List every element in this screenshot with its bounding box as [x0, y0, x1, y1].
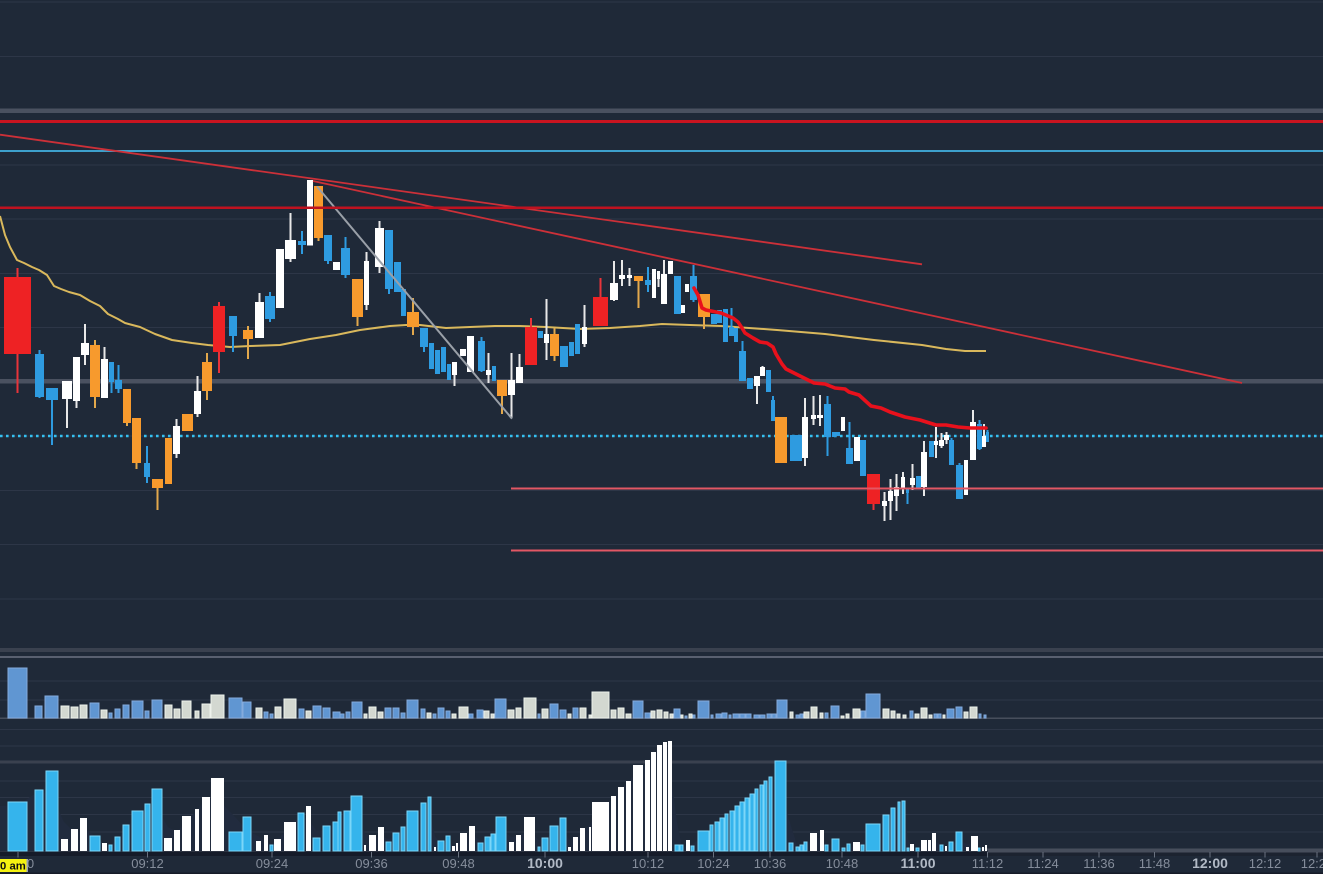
svg-text:11:00: 11:00: [900, 855, 935, 871]
svg-text:12:24: 12:24: [1301, 856, 1323, 871]
svg-text:11:36: 11:36: [1083, 856, 1115, 871]
svg-text:10:48: 10:48: [826, 856, 859, 871]
svg-text:10:00: 10:00: [527, 855, 563, 871]
svg-text:10:36: 10:36: [754, 856, 787, 871]
svg-text:50 am: 50 am: [0, 861, 26, 873]
svg-text:10:24: 10:24: [697, 856, 730, 871]
svg-text:09:24: 09:24: [256, 856, 289, 871]
svg-text:09:12: 09:12: [131, 856, 164, 871]
svg-text:12:00: 12:00: [1192, 855, 1228, 871]
svg-text:11:24: 11:24: [1027, 856, 1059, 871]
svg-text:09:48: 09:48: [442, 856, 475, 871]
svg-text:12:12: 12:12: [1249, 856, 1282, 871]
svg-text:10:12: 10:12: [632, 856, 665, 871]
svg-text:09:36: 09:36: [355, 856, 388, 871]
svg-text:11:48: 11:48: [1139, 856, 1171, 871]
svg-text:11:12: 11:12: [972, 856, 1004, 871]
